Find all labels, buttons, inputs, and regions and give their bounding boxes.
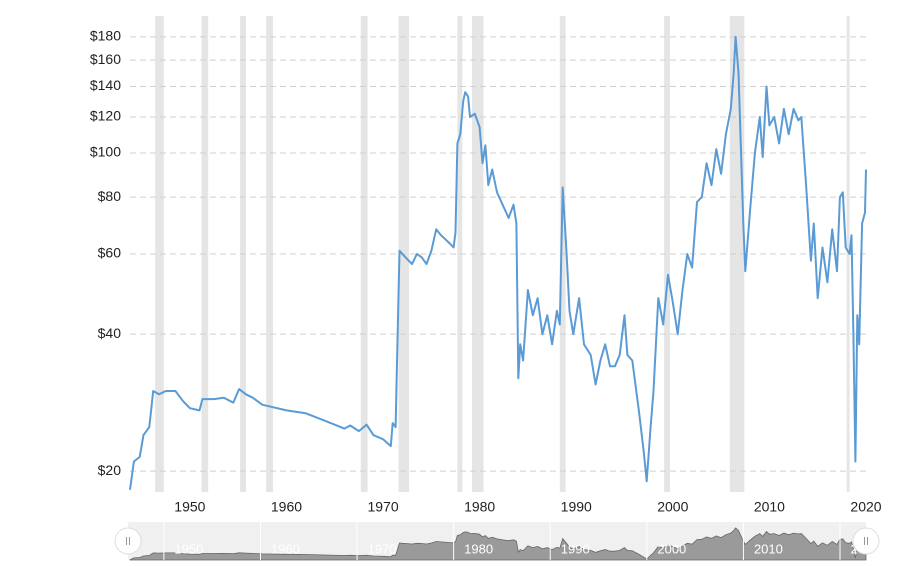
y-tick-label: $100 [90, 144, 121, 160]
price-line [129, 35, 867, 490]
navigator-handle[interactable] [114, 527, 142, 555]
y-tick-label: $180 [90, 28, 121, 44]
recession-band [155, 16, 164, 492]
y-tick-label: $120 [90, 108, 121, 124]
x-tick-label: 2010 [754, 499, 785, 515]
navigator-label: 2010 [754, 541, 783, 556]
navigator-label: 1980 [464, 541, 493, 556]
x-tick-label: 2000 [657, 499, 688, 515]
navigator-label: 1960 [271, 541, 300, 556]
x-tick-label: 1980 [464, 499, 495, 515]
recession-band [266, 16, 273, 492]
recession-band [664, 16, 670, 492]
y-tick-label: $60 [98, 245, 122, 261]
y-tick-label: $140 [90, 77, 121, 93]
recession-band [846, 16, 850, 492]
y-tick-label: $80 [98, 188, 122, 204]
recession-band [457, 16, 463, 492]
navigator-label: 1990 [561, 541, 590, 556]
navigator-label: 1970 [368, 541, 397, 556]
x-tick-label: 1950 [174, 499, 205, 515]
x-tick-label: 1990 [561, 499, 592, 515]
x-tick-label: 2020 [850, 499, 881, 515]
y-tick-label: $160 [90, 51, 121, 67]
x-tick-label: 1960 [271, 499, 302, 515]
navigator-label: 1950 [174, 541, 203, 556]
recession-band [471, 16, 484, 492]
navigator-handle[interactable] [852, 527, 880, 555]
navigator-label: 2000 [657, 541, 686, 556]
y-tick-label: $40 [98, 325, 122, 341]
y-tick-label: $20 [98, 462, 122, 478]
x-tick-label: 1970 [367, 499, 398, 515]
